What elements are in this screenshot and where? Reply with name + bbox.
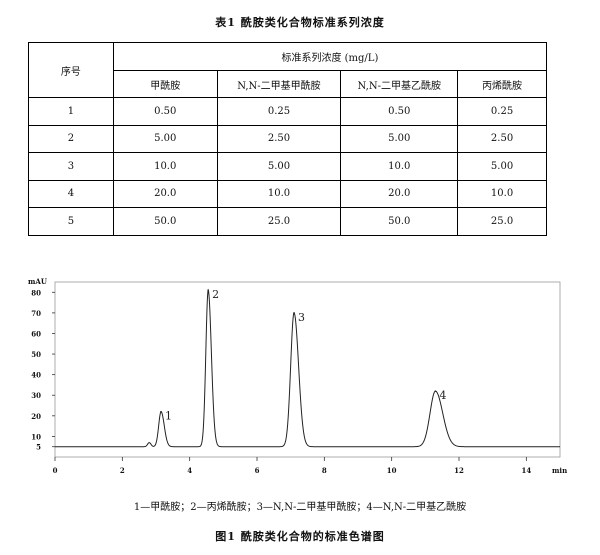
peak-label-3: 3 [298,311,305,324]
peak-apex-4 [434,390,437,392]
table-cell: 0.25 [457,97,547,126]
row-index: 2 [28,124,114,153]
table-cell: 25.0 [457,207,547,236]
y-tick-label: 5 [36,443,41,452]
peak-apex-1 [160,410,162,413]
x-tick-label: 4 [187,466,192,475]
y-tick-label: 80 [31,288,41,297]
y-tick-label: 50 [31,350,41,359]
table-cell: 25.0 [216,207,342,236]
group-header: 标准系列浓度 (mg/L) [112,42,548,71]
table-cell: 50.0 [340,207,459,236]
x-tick-label: 0 [53,466,58,475]
row-index: 4 [28,179,114,208]
table-title: 表1 酰胺类化合物标准系列浓度 [215,16,385,29]
x-tick-label: 8 [322,466,327,475]
y-tick-label: 10 [31,432,41,441]
table-cell: 50.0 [112,207,218,236]
y-axis-label: mAU [28,277,47,286]
row-index: 3 [28,152,114,181]
x-axis-label: min [552,466,567,475]
index-header: 序号 [28,42,114,98]
x-tick-label: 2 [120,466,125,475]
table-cell: 10.0 [340,152,459,181]
table-cell: 10.0 [112,152,218,181]
x-tick-label: 12 [454,466,464,475]
table-cell: 2.50 [216,124,342,153]
column-header: 甲酰胺 [112,70,218,98]
table-cell: 5.00 [112,124,218,153]
x-tick-label: 10 [387,466,397,475]
row-index: 1 [28,97,114,126]
peak-label-4: 4 [439,389,446,402]
signal-trace [55,288,560,448]
figure-caption: 图1 酰胺类化合物的标准色谱图 [215,530,385,543]
column-header: 丙烯酰胺 [457,70,547,98]
table-row: 3 10.0 5.00 10.0 5.00 [28,152,547,181]
table-cell: 5.00 [457,152,547,181]
table-cell: 2.50 [457,124,547,153]
table-cell: 20.0 [112,179,218,208]
y-tick-label: 70 [31,309,41,318]
x-tick-label: 6 [255,466,260,475]
table-cell: 20.0 [340,179,459,208]
peak-legend: 1—甲酰胺；2—丙烯酰胺；3—N,N-二甲基甲酰胺；4—N,N-二甲基乙酰胺 [133,502,467,513]
table-row: 5 50.0 25.0 50.0 25.0 [28,207,547,236]
y-tick-label: 30 [31,391,41,400]
table-cell: 0.50 [340,97,459,126]
table-cell: 5.00 [340,124,459,153]
peak-apex-3 [293,312,295,314]
column-header: N,N-二甲基乙酰胺 [340,70,459,98]
y-tick-label: 60 [31,329,41,338]
peak-label-1: 1 [165,410,172,423]
table-row: 1 0.50 0.25 0.50 0.25 [28,97,547,126]
table-cell: 5.00 [216,152,342,181]
y-tick-label: 20 [31,412,41,421]
table-cell: 0.25 [216,97,342,126]
peak-label-2: 2 [212,288,219,301]
row-index: 5 [28,207,114,236]
concentration-table: 序号 标准系列浓度 (mg/L) 甲酰胺 N,N-二甲基甲酰胺 N,N-二甲基乙… [28,42,548,236]
table-row: 4 20.0 10.0 20.0 10.0 [28,179,547,208]
table-cell: 10.0 [216,179,342,208]
x-tick-label: 14 [521,466,531,475]
column-header: N,N-二甲基甲酰胺 [216,70,342,98]
table-cell: 10.0 [457,179,547,208]
plot-frame [54,281,561,458]
y-tick-label: 40 [31,371,41,380]
peak-apex-2 [207,289,209,292]
table-cell: 0.50 [112,97,218,126]
table-row: 2 5.00 2.50 5.00 2.50 [28,124,547,153]
